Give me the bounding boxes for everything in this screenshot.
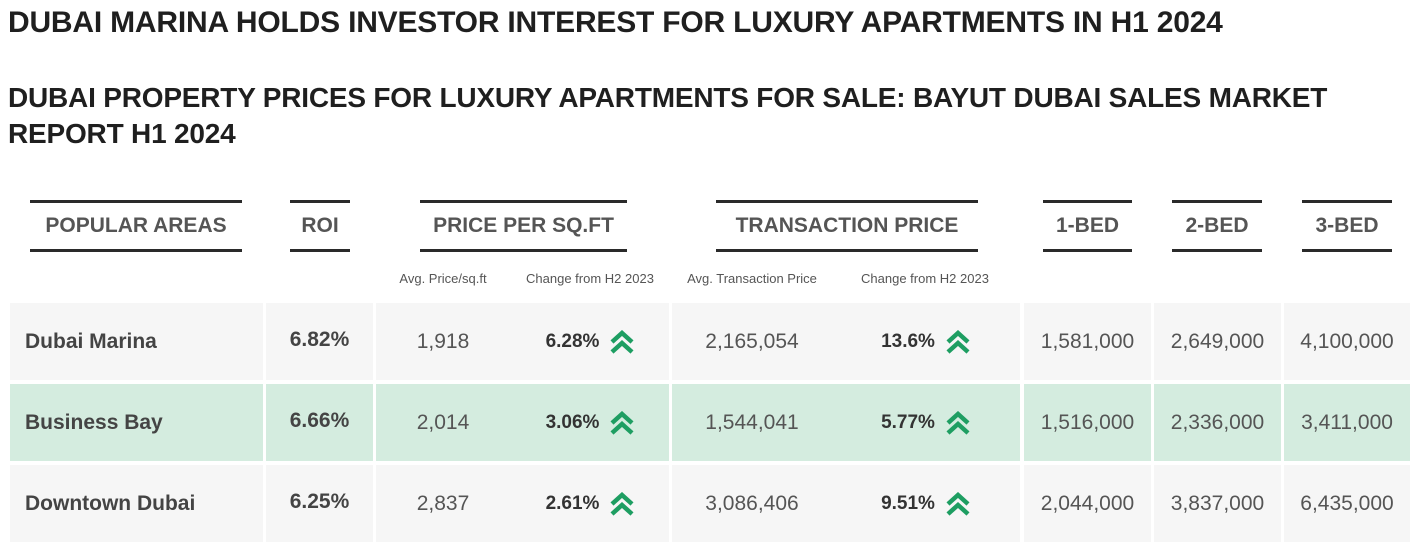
change-sqft: 3.06%: [512, 384, 669, 461]
cell-2-bed: 3,837,000: [1154, 465, 1281, 542]
double-chevron-up-icon: [945, 329, 971, 354]
avg-transaction-value: 2,165,054: [705, 329, 799, 353]
cell-transaction-price: 3,086,406 9.51%: [672, 465, 1020, 542]
subheader-change-sqft: Change from H2 2023: [526, 271, 654, 286]
cell-roi: 6.66%: [266, 384, 373, 461]
cell-area: Business Bay: [10, 384, 263, 461]
page-subtitle: DUBAI PROPERTY PRICES FOR LUXURY APARTME…: [8, 82, 1328, 149]
header-price-per-sqft: PRICE PER SQ.FT: [420, 200, 627, 252]
cell-transaction-price: 1,544,041 5.77%: [672, 384, 1020, 461]
cell-price-per-sqft: 1,918 6.28%: [376, 303, 669, 380]
change-sqft-value: 2.61%: [545, 492, 600, 514]
double-chevron-up-icon: [609, 329, 635, 354]
change-transaction: 5.77%: [842, 384, 1010, 461]
double-chevron-up-icon: [945, 410, 971, 435]
change-sqft-value: 3.06%: [545, 411, 600, 433]
cell-price-per-sqft: 2,014 3.06%: [376, 384, 669, 461]
cell-roi: 6.82%: [266, 303, 373, 380]
header-2-bed: 2-BED: [1172, 200, 1262, 252]
cell-3-bed: 3,411,000: [1284, 384, 1410, 461]
cell-1-bed: 2,044,000: [1024, 465, 1151, 542]
cell-3-bed: 6,435,000: [1284, 465, 1410, 542]
change-transaction-value: 5.77%: [881, 411, 935, 433]
cell-2-bed: 2,336,000: [1154, 384, 1281, 461]
header-popular-areas: POPULAR AREAS: [30, 200, 242, 252]
page-title: DUBAI MARINA HOLDS INVESTOR INTEREST FOR…: [8, 6, 1223, 39]
avg-price-sqft-value: 1,918: [416, 329, 470, 353]
cell-1-bed: 1,581,000: [1024, 303, 1151, 380]
change-transaction: 13.6%: [842, 303, 1010, 380]
cell-transaction-price: 2,165,054 13.6%: [672, 303, 1020, 380]
change-transaction-value: 13.6%: [881, 330, 935, 352]
cell-3-bed: 4,100,000: [1284, 303, 1410, 380]
cell-roi: 6.25%: [266, 465, 373, 542]
change-transaction: 9.51%: [842, 465, 1010, 542]
avg-transaction-value: 1,544,041: [705, 410, 799, 434]
double-chevron-up-icon: [609, 410, 635, 435]
cell-area: Dubai Marina: [10, 303, 263, 380]
cell-2-bed: 2,649,000: [1154, 303, 1281, 380]
subheader-avg-price-sqft: Avg. Price/sq.ft: [399, 271, 487, 286]
avg-transaction-value: 3,086,406: [705, 491, 799, 515]
cell-price-per-sqft: 2,837 2.61%: [376, 465, 669, 542]
avg-price-sqft-value: 2,837: [416, 491, 470, 515]
header-transaction-price: TRANSACTION PRICE: [716, 200, 978, 252]
double-chevron-up-icon: [609, 491, 635, 516]
avg-price-sqft-value: 2,014: [416, 410, 470, 434]
change-sqft: 2.61%: [512, 465, 669, 542]
cell-1-bed: 1,516,000: [1024, 384, 1151, 461]
change-transaction-value: 9.51%: [881, 492, 935, 514]
double-chevron-up-icon: [945, 491, 971, 516]
header-3-bed: 3-BED: [1302, 200, 1392, 252]
change-sqft: 6.28%: [512, 303, 669, 380]
header-1-bed: 1-BED: [1043, 200, 1132, 252]
cell-area: Downtown Dubai: [10, 465, 263, 542]
subheader-avg-transaction: Avg. Transaction Price: [687, 271, 817, 286]
change-sqft-value: 6.28%: [545, 330, 600, 352]
header-roi: ROI: [290, 200, 350, 252]
subheader-change-transaction: Change from H2 2023: [861, 271, 989, 286]
